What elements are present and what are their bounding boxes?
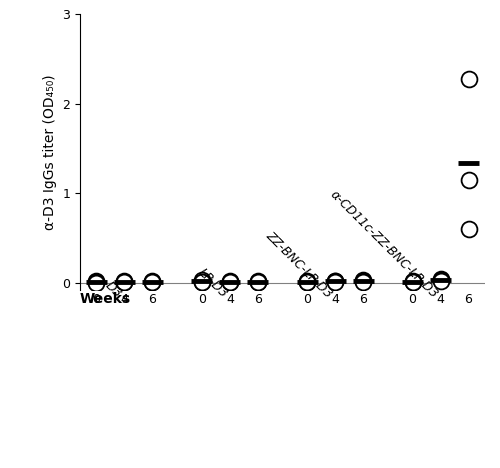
Text: α-CD11c-ZZ-BNC-LP-D3: α-CD11c-ZZ-BNC-LP-D3 xyxy=(328,188,440,301)
Point xyxy=(254,278,262,286)
Point xyxy=(92,278,100,285)
Point xyxy=(464,226,472,233)
Text: ZZ-BNC-LP-D3: ZZ-BNC-LP-D3 xyxy=(264,229,335,301)
Point xyxy=(226,278,234,285)
Point xyxy=(359,278,367,285)
Point xyxy=(148,278,156,286)
Point xyxy=(303,278,311,286)
Y-axis label: α-D3 IgGs titer (OD₄₅₀): α-D3 IgGs titer (OD₄₅₀) xyxy=(42,74,56,230)
Point xyxy=(303,278,311,285)
Point xyxy=(120,278,128,286)
Point xyxy=(148,278,156,286)
Point xyxy=(198,278,206,286)
Point xyxy=(120,278,128,286)
Point xyxy=(408,278,416,286)
Point xyxy=(408,278,416,286)
Text: Weeks: Weeks xyxy=(80,292,131,306)
Point xyxy=(198,278,206,286)
Point xyxy=(226,278,234,286)
Text: D3: D3 xyxy=(103,279,124,301)
Point xyxy=(331,278,339,285)
Point xyxy=(92,278,100,286)
Point xyxy=(464,176,472,183)
Text: LP-D3: LP-D3 xyxy=(195,266,230,301)
Point xyxy=(254,278,262,286)
Point xyxy=(436,278,444,285)
Point xyxy=(359,278,367,286)
Point xyxy=(198,277,206,284)
Point xyxy=(331,278,339,286)
Point xyxy=(464,75,472,82)
Point xyxy=(148,278,156,285)
Point xyxy=(331,278,339,285)
Point xyxy=(254,278,262,285)
Point xyxy=(436,276,444,283)
Point xyxy=(436,277,444,284)
Point xyxy=(408,278,416,285)
Point xyxy=(303,278,311,286)
Point xyxy=(359,277,367,284)
Point xyxy=(226,278,234,286)
Point xyxy=(120,278,128,285)
Point xyxy=(92,279,100,287)
